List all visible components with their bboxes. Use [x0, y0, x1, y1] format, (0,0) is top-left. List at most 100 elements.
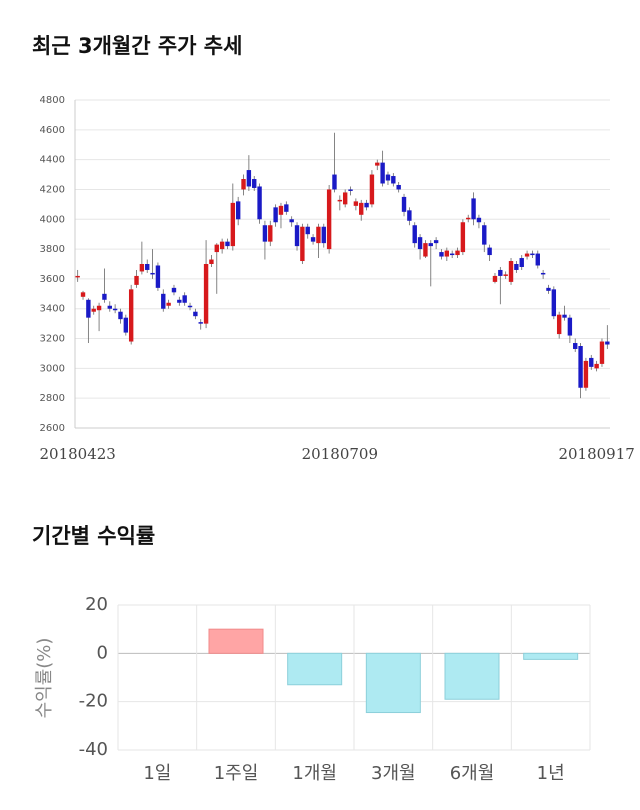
- bar: [208, 628, 264, 654]
- x-tick-label: 1일: [143, 763, 171, 784]
- candle-body: [150, 272, 155, 275]
- chart-title: 최근 3개월간 주가 추세: [32, 34, 242, 58]
- x-tick-label: 1주일: [214, 763, 259, 784]
- bar: [444, 652, 500, 700]
- candle-body: [294, 225, 300, 247]
- candle-body: [546, 287, 551, 291]
- candle-body: [589, 357, 594, 367]
- candle-body: [278, 205, 284, 215]
- candle-body: [112, 308, 118, 311]
- candle-body: [428, 243, 433, 247]
- candle-body: [471, 198, 476, 220]
- candle-body: [375, 162, 380, 166]
- candle-body: [466, 217, 471, 220]
- candle-body: [385, 174, 391, 181]
- candle-body: [492, 275, 498, 282]
- bar: [365, 652, 421, 714]
- y-tick-label: 4800: [40, 95, 65, 106]
- y-tick-label: 3800: [40, 244, 65, 255]
- candle-body: [508, 261, 514, 282]
- candle-body: [273, 207, 278, 223]
- candle-body: [246, 170, 252, 187]
- candle-body: [145, 264, 150, 270]
- candle-body: [449, 253, 455, 256]
- y-tick-label: 3000: [40, 363, 65, 374]
- chart-title: 기간별 수익률: [32, 524, 155, 548]
- x-tick-label: 1년: [537, 763, 565, 784]
- candle-body: [257, 186, 262, 220]
- candle-body: [583, 360, 589, 388]
- candle-body: [407, 210, 412, 221]
- candle-body: [599, 341, 605, 364]
- candle-body: [193, 311, 198, 317]
- candle-body: [134, 275, 139, 285]
- candle-body: [551, 289, 557, 317]
- candle-body: [182, 295, 187, 303]
- candle-body: [439, 252, 444, 257]
- y-tick-label: 2800: [40, 393, 65, 404]
- candle-body: [102, 293, 107, 300]
- candle-body: [305, 226, 310, 235]
- candle-body: [262, 225, 268, 242]
- candle-body: [460, 222, 466, 253]
- candle-body: [321, 226, 326, 244]
- y-tick-label: -40: [79, 739, 108, 760]
- candle-body: [155, 265, 161, 288]
- candle-body: [503, 274, 508, 276]
- candle-body: [455, 250, 460, 256]
- candle-body: [487, 247, 492, 256]
- x-tick-label: 20180709: [302, 445, 378, 463]
- candle-body: [177, 299, 182, 303]
- candle-body: [519, 258, 524, 267]
- candle-body: [230, 202, 236, 247]
- candle-body: [573, 343, 578, 349]
- x-tick-label: 20180917: [558, 445, 634, 463]
- candle-body: [556, 314, 562, 335]
- candle-body: [187, 305, 193, 308]
- candle-body: [337, 199, 343, 202]
- candle-body: [118, 311, 123, 320]
- candle-body: [107, 305, 112, 309]
- y-tick-label: 3200: [40, 334, 65, 345]
- y-tick-label: -20: [79, 691, 108, 712]
- candle-body: [417, 237, 423, 250]
- y-tick-label: 20: [85, 594, 108, 615]
- candle-body: [540, 272, 546, 275]
- candle-body: [80, 292, 86, 297]
- candle-body: [209, 259, 214, 264]
- y-tick-label: 3600: [40, 274, 65, 285]
- candle-body: [594, 363, 599, 369]
- candle-body: [171, 287, 177, 293]
- candle-body: [235, 201, 241, 220]
- candle-body: [482, 225, 487, 245]
- candle-body: [562, 314, 567, 318]
- candle-body: [123, 317, 129, 333]
- candle-body: [423, 243, 428, 257]
- candle-body: [364, 202, 369, 208]
- candle-body: [578, 346, 583, 388]
- candle-body: [214, 244, 219, 253]
- y-tick-label: 2600: [40, 423, 65, 434]
- candle-body: [567, 317, 573, 336]
- x-tick-label: 20180423: [39, 445, 115, 463]
- candle-body: [391, 176, 396, 184]
- y-tick-label: 0: [97, 642, 108, 663]
- candle-body: [166, 302, 171, 306]
- candle-body: [498, 269, 503, 276]
- candle-body: [530, 253, 535, 256]
- candle-body: [284, 204, 289, 212]
- candle-body: [433, 240, 439, 244]
- candle-body: [369, 174, 375, 205]
- candle-body: [225, 241, 230, 247]
- candle-body: [396, 184, 401, 190]
- candle-body: [316, 226, 321, 244]
- candle-body: [605, 341, 610, 345]
- candle-body: [300, 226, 305, 262]
- candle-body: [198, 322, 203, 324]
- candle-body: [86, 299, 91, 318]
- bar: [287, 652, 343, 686]
- candle-body: [139, 264, 145, 272]
- candle-body: [401, 196, 407, 212]
- candle-body: [128, 289, 134, 342]
